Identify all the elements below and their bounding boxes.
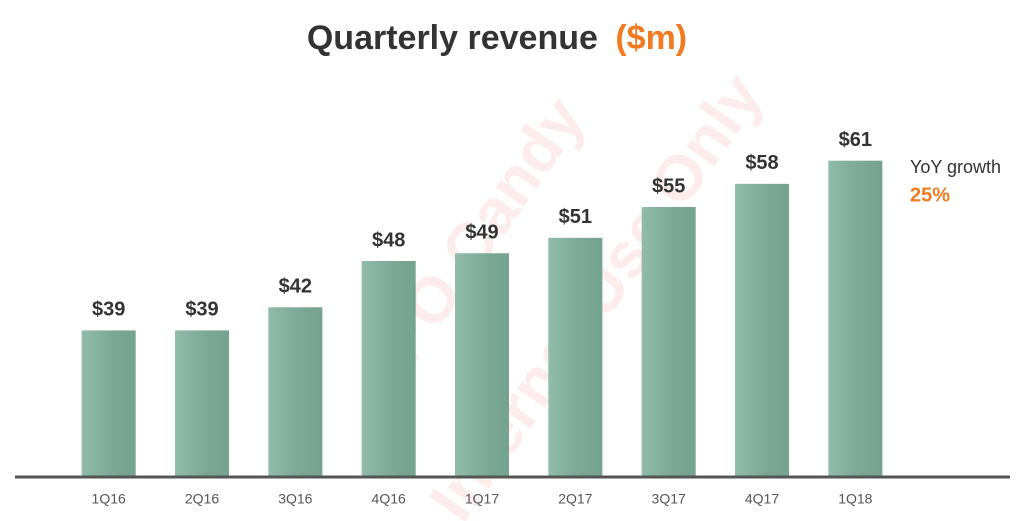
- bar-shade: [361, 261, 416, 477]
- x-tick-label: 4Q16: [372, 491, 406, 507]
- title-unit: ($m): [615, 19, 687, 57]
- bar-shade: [455, 253, 509, 477]
- x-tick-label: 1Q18: [838, 491, 872, 507]
- value-label: $51: [559, 206, 592, 228]
- bar-shade: [828, 160, 883, 477]
- value-label: $61: [839, 129, 872, 151]
- value-label: $48: [372, 229, 405, 251]
- x-tick-label: 1Q17: [465, 491, 499, 507]
- value-label: $49: [465, 222, 498, 244]
- x-tick-label: 3Q17: [652, 491, 686, 507]
- bar-shade: [175, 330, 229, 477]
- x-tick-label: 4Q17: [745, 491, 779, 507]
- x-tick-label: 3Q16: [278, 491, 312, 507]
- x-tick-label: 2Q16: [185, 491, 219, 507]
- value-label: $39: [92, 299, 125, 321]
- bar-shade: [548, 237, 603, 477]
- x-tick-label: 1Q16: [92, 491, 126, 507]
- annotation-value: 25%: [910, 184, 950, 206]
- annotation-text: YoY growth: [910, 157, 1001, 177]
- value-label: $55: [652, 175, 685, 197]
- bar-shade: [641, 207, 696, 477]
- title-text: Quarterly revenue: [307, 19, 598, 57]
- x-tick-label: 2Q17: [558, 491, 592, 507]
- bar-shade: [81, 330, 136, 477]
- chart-title: Quarterly revenue ($m): [307, 19, 687, 57]
- value-label: $39: [185, 299, 218, 321]
- bar-shade: [735, 183, 789, 477]
- value-label: $58: [745, 152, 778, 174]
- value-label: $42: [279, 276, 312, 298]
- bar-shade: [268, 307, 323, 477]
